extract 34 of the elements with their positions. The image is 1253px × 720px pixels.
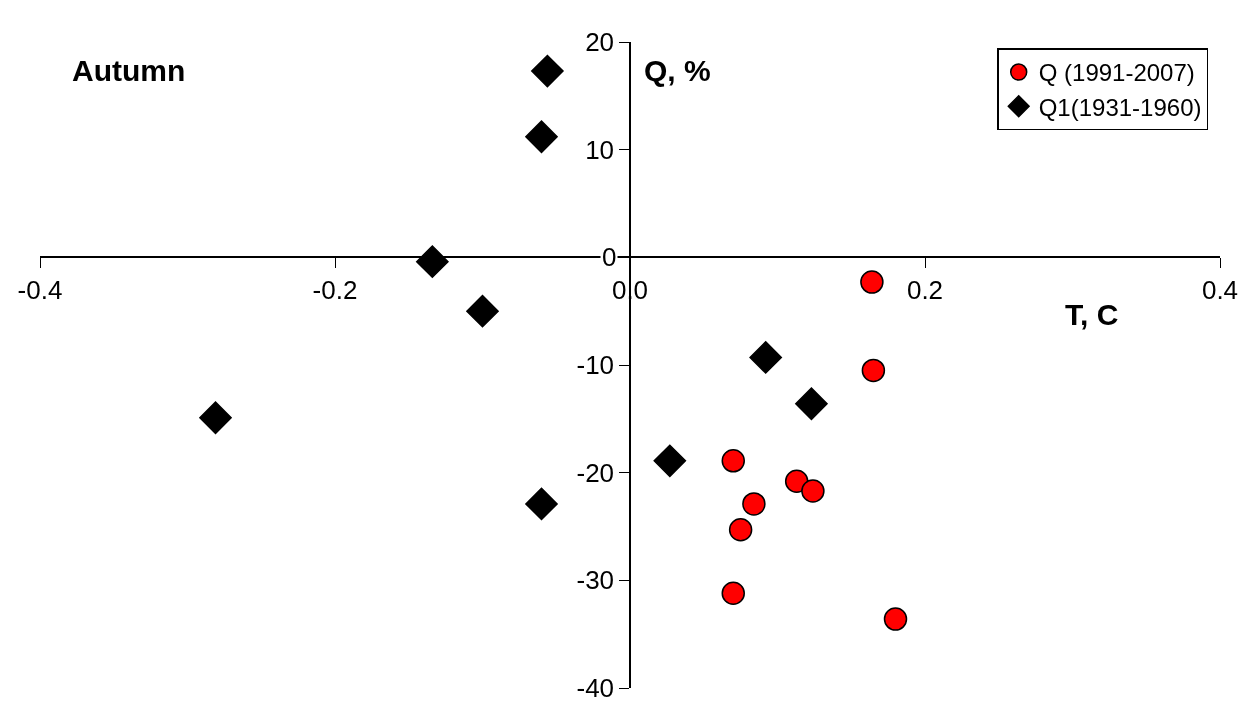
y-tick-label: -40 — [576, 673, 615, 704]
y-tick-label: 10 — [585, 134, 615, 165]
point — [653, 444, 687, 478]
x-tick-label: 0.2 — [906, 275, 944, 306]
point — [861, 358, 886, 383]
point — [721, 581, 745, 605]
point — [721, 449, 745, 473]
x-tick-label: -0.2 — [312, 275, 358, 306]
y-tick-label: 0 — [602, 242, 617, 272]
point — [199, 401, 232, 435]
point — [860, 270, 884, 294]
point — [525, 487, 558, 521]
y-tick-label: -20 — [576, 457, 615, 488]
y-tick-label: -30 — [576, 565, 615, 596]
point — [742, 492, 766, 516]
x-axis-title: T, C — [1065, 298, 1119, 331]
point — [795, 387, 828, 421]
point — [525, 120, 558, 154]
y-tick-label: 20 — [585, 27, 615, 58]
x-tick-label: 0.4 — [1201, 275, 1239, 306]
point — [728, 517, 753, 542]
y-tick-label: -10 — [576, 350, 615, 381]
y-axis-title: Q, % — [644, 54, 711, 87]
point — [801, 479, 825, 503]
x-tick-label: -0.4 — [17, 275, 63, 306]
point — [749, 341, 783, 374]
legend-label: Q1(1931-1960) — [1038, 93, 1202, 121]
chart-title: Autumn — [72, 54, 186, 87]
point — [416, 245, 449, 278]
point — [883, 607, 908, 631]
legend-label: Q (1991-2007) — [1038, 59, 1195, 87]
point — [784, 469, 809, 494]
point — [531, 54, 564, 88]
point — [466, 294, 499, 328]
